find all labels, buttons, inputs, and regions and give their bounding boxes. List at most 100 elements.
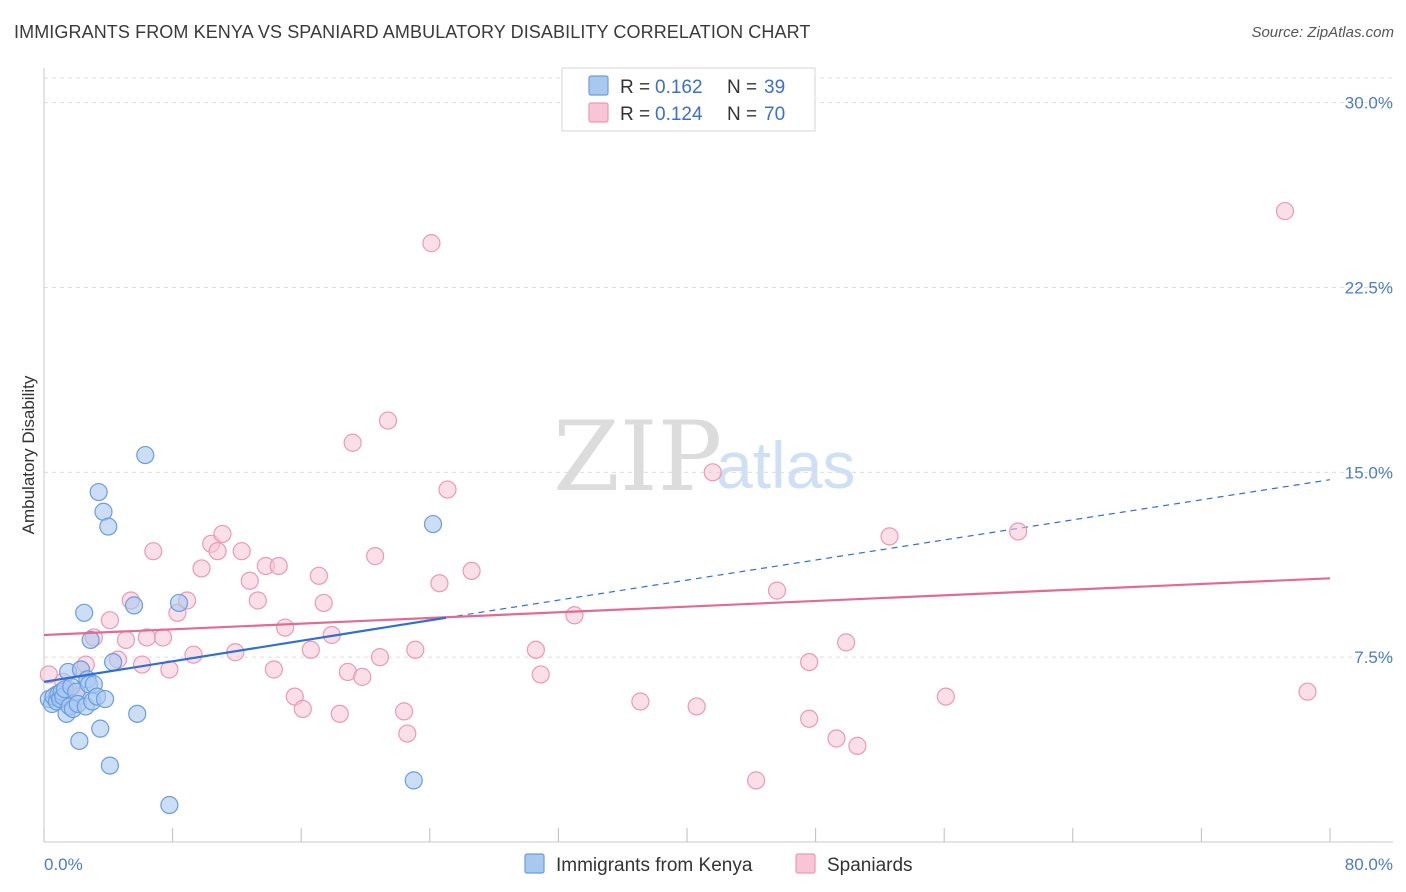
top-legend: R = 0.162 N = 39 R = 0.124 N = 70 (561, 67, 816, 132)
y-tick-labels: 7.5% 15.0% 22.5% 30.0% (1345, 94, 1393, 668)
kenya-point (423, 514, 443, 534)
y-tick-label: 22.5% (1345, 278, 1393, 297)
legend-kenya-r-label: R = (620, 77, 650, 98)
spaniards-point (1009, 522, 1028, 541)
spaniards-point (276, 618, 295, 637)
spaniards-point (880, 527, 899, 546)
spaniards-point (269, 556, 288, 576)
kenya-trend-line (43, 616, 447, 683)
spaniards-point (213, 524, 232, 544)
y-tick-label: 30.0% (1345, 94, 1393, 113)
spaniards-point (232, 542, 251, 561)
bottom-legend-kenya-label: Immigrants from Kenya (556, 855, 753, 876)
kenya-point (99, 517, 118, 536)
spaniards-point (394, 702, 414, 721)
spaniards-point (144, 542, 163, 561)
chart-source: Source: ZipAtlas.com (1251, 24, 1394, 41)
kenya-point (169, 593, 189, 613)
bottom-legend: Immigrants from Kenya Spaniards (524, 853, 913, 876)
spaniards-point (240, 571, 259, 590)
kenya-point (104, 652, 123, 672)
spaniards-point (565, 606, 584, 625)
spaniards-point (767, 581, 787, 600)
y-tick-label: 15.0% (1345, 463, 1393, 482)
bottom-legend-kenya-swatch (524, 853, 545, 874)
spaniards-point (264, 660, 283, 679)
spaniards-point (248, 591, 267, 610)
spaniards-trend-line (43, 577, 1331, 637)
spaniards-point (116, 630, 136, 650)
x-tick-label-min: 0.0% (44, 855, 83, 874)
kenya-point (404, 771, 423, 790)
legend-kenya-swatch (588, 75, 609, 96)
spaniards-point (438, 480, 457, 499)
spaniards-point (398, 724, 417, 743)
spaniards-point (153, 628, 173, 647)
spaniards-point (837, 633, 856, 652)
axis-layer (43, 68, 1393, 843)
spaniards-point (293, 699, 312, 719)
bottom-legend-spain-label: Spaniards (827, 855, 913, 876)
spaniards-point (462, 561, 481, 581)
spaniards-point (1298, 682, 1317, 701)
spaniards-point (1275, 201, 1295, 221)
spaniards-point (406, 640, 425, 659)
grid-layer (44, 77, 1393, 658)
spaniards-point (353, 667, 372, 686)
y-tick-label: 7.5% (1354, 648, 1393, 667)
spaniards-point (430, 574, 449, 593)
points-layer (39, 201, 1331, 815)
spaniards-point (531, 665, 550, 684)
spaniards-point (343, 433, 362, 452)
kenya-point (100, 756, 120, 775)
kenya-point (70, 731, 89, 751)
legend-spain-n-value: 70 (764, 104, 785, 125)
spaniards-point (184, 645, 203, 664)
kenya-point (91, 719, 110, 738)
spaniards-point (747, 771, 766, 790)
legend-spain-n-label: N = (727, 104, 757, 125)
spaniards-point (330, 704, 349, 723)
legend-spain-r-value: 0.124 (655, 104, 703, 125)
bottom-legend-spain-swatch (795, 853, 816, 874)
legend-kenya-r-value: 0.162 (655, 77, 703, 98)
spaniards-point (827, 729, 846, 748)
spaniards-point (703, 463, 722, 482)
kenya-point (160, 795, 179, 815)
spaniards-point (192, 559, 211, 578)
spaniards-point (631, 692, 650, 711)
legend-kenya-n-label: N = (727, 77, 757, 98)
spaniards-point (366, 547, 385, 566)
kenya-point (128, 704, 147, 723)
legend-spain-swatch (588, 102, 609, 123)
watermark-zip: ZIP (553, 401, 722, 513)
kenya-point (124, 596, 144, 615)
spaniards-point (301, 640, 320, 659)
kenya-point (95, 689, 115, 709)
spaniards-point (936, 687, 955, 706)
spaniards-point (370, 648, 390, 667)
spaniards-point (800, 709, 819, 728)
kenya-point (136, 445, 155, 465)
kenya-point (75, 603, 94, 622)
legend-kenya-n-value: 39 (764, 77, 785, 98)
spaniards-point (422, 234, 441, 253)
spaniards-point (314, 593, 333, 613)
spaniards-point (39, 665, 58, 684)
y-axis-label: Ambulatory Disability (19, 375, 38, 534)
spaniards-point (800, 652, 819, 672)
spaniards-point (378, 411, 398, 430)
spaniards-point (100, 611, 120, 630)
spaniards-point (687, 697, 706, 716)
kenya-point (89, 482, 108, 502)
spaniards-point (309, 566, 328, 585)
watermark: ZIP atlas (553, 401, 855, 513)
x-tick-label-max: 80.0% (1345, 855, 1393, 874)
watermark-atlas: atlas (716, 428, 855, 502)
spaniards-point (526, 640, 545, 659)
spaniards-point (848, 736, 867, 755)
chart-title: IMMIGRANTS FROM KENYA VS SPANIARD AMBULA… (14, 22, 811, 42)
spaniards-point (208, 542, 227, 561)
kenya-point (81, 630, 100, 650)
